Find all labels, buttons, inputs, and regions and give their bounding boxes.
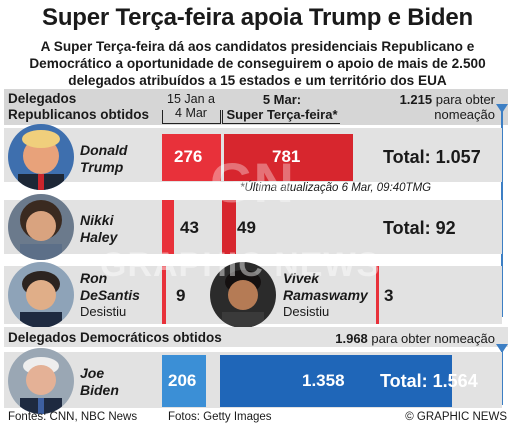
period-super-line1: 5 Mar: bbox=[262, 92, 302, 107]
period-super-underline bbox=[222, 123, 340, 124]
republican-label-line2: Republicanos obtidos bbox=[8, 107, 150, 122]
desantis-first-name: Ron bbox=[80, 270, 108, 286]
haley-pre-bar bbox=[162, 200, 174, 254]
trump-name: Donald Trump bbox=[80, 142, 127, 176]
biden-pre-value: 206 bbox=[168, 371, 197, 390]
republican-threshold-line bbox=[501, 105, 503, 317]
ramaswamy-pre-bar bbox=[376, 266, 379, 324]
trump-pre-value: 276 bbox=[174, 147, 203, 166]
haley-pre-value: 43 bbox=[180, 218, 199, 237]
update-note: *Última atualização 6 Mar, 09:40TMG bbox=[240, 182, 432, 194]
trump-pre-bar bbox=[162, 134, 221, 181]
biden-photo bbox=[8, 348, 74, 414]
trump-last-name: Trump bbox=[80, 159, 124, 175]
democratic-header-band bbox=[4, 327, 508, 347]
period-pre-bracket-right bbox=[220, 110, 221, 124]
biden-name: Joe Biden bbox=[80, 365, 119, 399]
republican-delegates-label: Delegados Republicanos obtidos bbox=[8, 91, 149, 123]
trump-total: Total: 1.057 bbox=[383, 147, 481, 167]
haley-name: Nikki Haley bbox=[80, 212, 117, 246]
trump-first-name: Donald bbox=[80, 142, 128, 158]
desantis-pre-bar bbox=[162, 266, 166, 324]
haley-super-bar bbox=[222, 200, 236, 254]
period-pre-line1: 15 Jan a bbox=[167, 92, 215, 106]
period-super-line2: Super Terça-feira* bbox=[226, 107, 338, 122]
period-pre-label: 15 Jan a 4 Mar bbox=[160, 92, 222, 120]
republican-threshold-text1: para obter bbox=[432, 92, 495, 107]
biden-pre-bar bbox=[162, 355, 206, 407]
desantis-name: Ron DeSantis bbox=[80, 270, 140, 304]
biden-super-value: 1.358 bbox=[302, 371, 345, 390]
chart-subtitle: A Super Terça-feira dá aos candidatos pr… bbox=[29, 39, 486, 88]
haley-last-name: Haley bbox=[80, 229, 118, 245]
democratic-delegates-label: Delegados Democráticos obtidos bbox=[8, 330, 222, 345]
ramaswamy-first-name: Vivek bbox=[283, 270, 320, 286]
footer-sources: Fontes: CNN, NBC News bbox=[8, 411, 138, 423]
ramaswamy-last-name: Ramaswamy bbox=[283, 287, 368, 303]
ramaswamy-photo bbox=[210, 262, 276, 328]
biden-last-name: Biden bbox=[80, 382, 119, 398]
democratic-threshold-line bbox=[501, 345, 503, 405]
haley-row-band bbox=[4, 200, 502, 254]
ramaswamy-status: Desistiu bbox=[283, 304, 330, 319]
desantis-photo bbox=[8, 262, 74, 328]
trump-super-bar bbox=[223, 134, 354, 181]
republican-threshold-label: 1.215 para obter nomeação bbox=[400, 92, 495, 122]
desantis-pre-value: 9 bbox=[176, 286, 186, 305]
republican-threshold-value: 1.215 bbox=[399, 92, 433, 107]
footer-credit: © GRAPHIC NEWS bbox=[405, 411, 507, 423]
democratic-threshold-value: 1.968 bbox=[335, 331, 368, 346]
haley-total: Total: 92 bbox=[383, 218, 456, 238]
democratic-threshold-label: 1.968 para obter nomeação bbox=[335, 331, 495, 346]
biden-super-bar bbox=[220, 355, 452, 407]
ramaswamy-pre-value: 3 bbox=[384, 286, 394, 305]
haley-super-value: 49 bbox=[237, 218, 256, 237]
period-pre-line2: 4 Mar bbox=[175, 106, 207, 120]
trump-super-value: 781 bbox=[272, 147, 301, 166]
democratic-threshold-text: para obter nomeação bbox=[367, 331, 495, 346]
period-super-tuesday-label: 5 Mar: Super Terça-feira* bbox=[222, 92, 342, 122]
period-pre-underline bbox=[162, 123, 220, 124]
period-pre-bracket-left bbox=[162, 110, 163, 124]
ramaswamy-name: Vivek Ramaswamy bbox=[283, 270, 368, 304]
haley-first-name: Nikki bbox=[80, 212, 114, 228]
desantis-status: Desistiu bbox=[80, 304, 127, 319]
haley-photo bbox=[8, 194, 74, 260]
desantis-last-name: DeSantis bbox=[80, 287, 140, 303]
trump-photo bbox=[8, 124, 74, 190]
period-super-bracket-left bbox=[222, 110, 223, 124]
republican-header-band bbox=[4, 89, 508, 125]
footer-photos: Fotos: Getty Images bbox=[168, 411, 272, 423]
republican-threshold-text2: nomeação bbox=[434, 107, 495, 122]
biden-first-name: Joe bbox=[80, 365, 105, 381]
chart-title: Super Terça-feira apoia Trump e Biden bbox=[42, 4, 473, 31]
republican-label-line1: Delegados bbox=[8, 91, 77, 106]
biden-total: Total: 1.564 bbox=[380, 371, 478, 391]
